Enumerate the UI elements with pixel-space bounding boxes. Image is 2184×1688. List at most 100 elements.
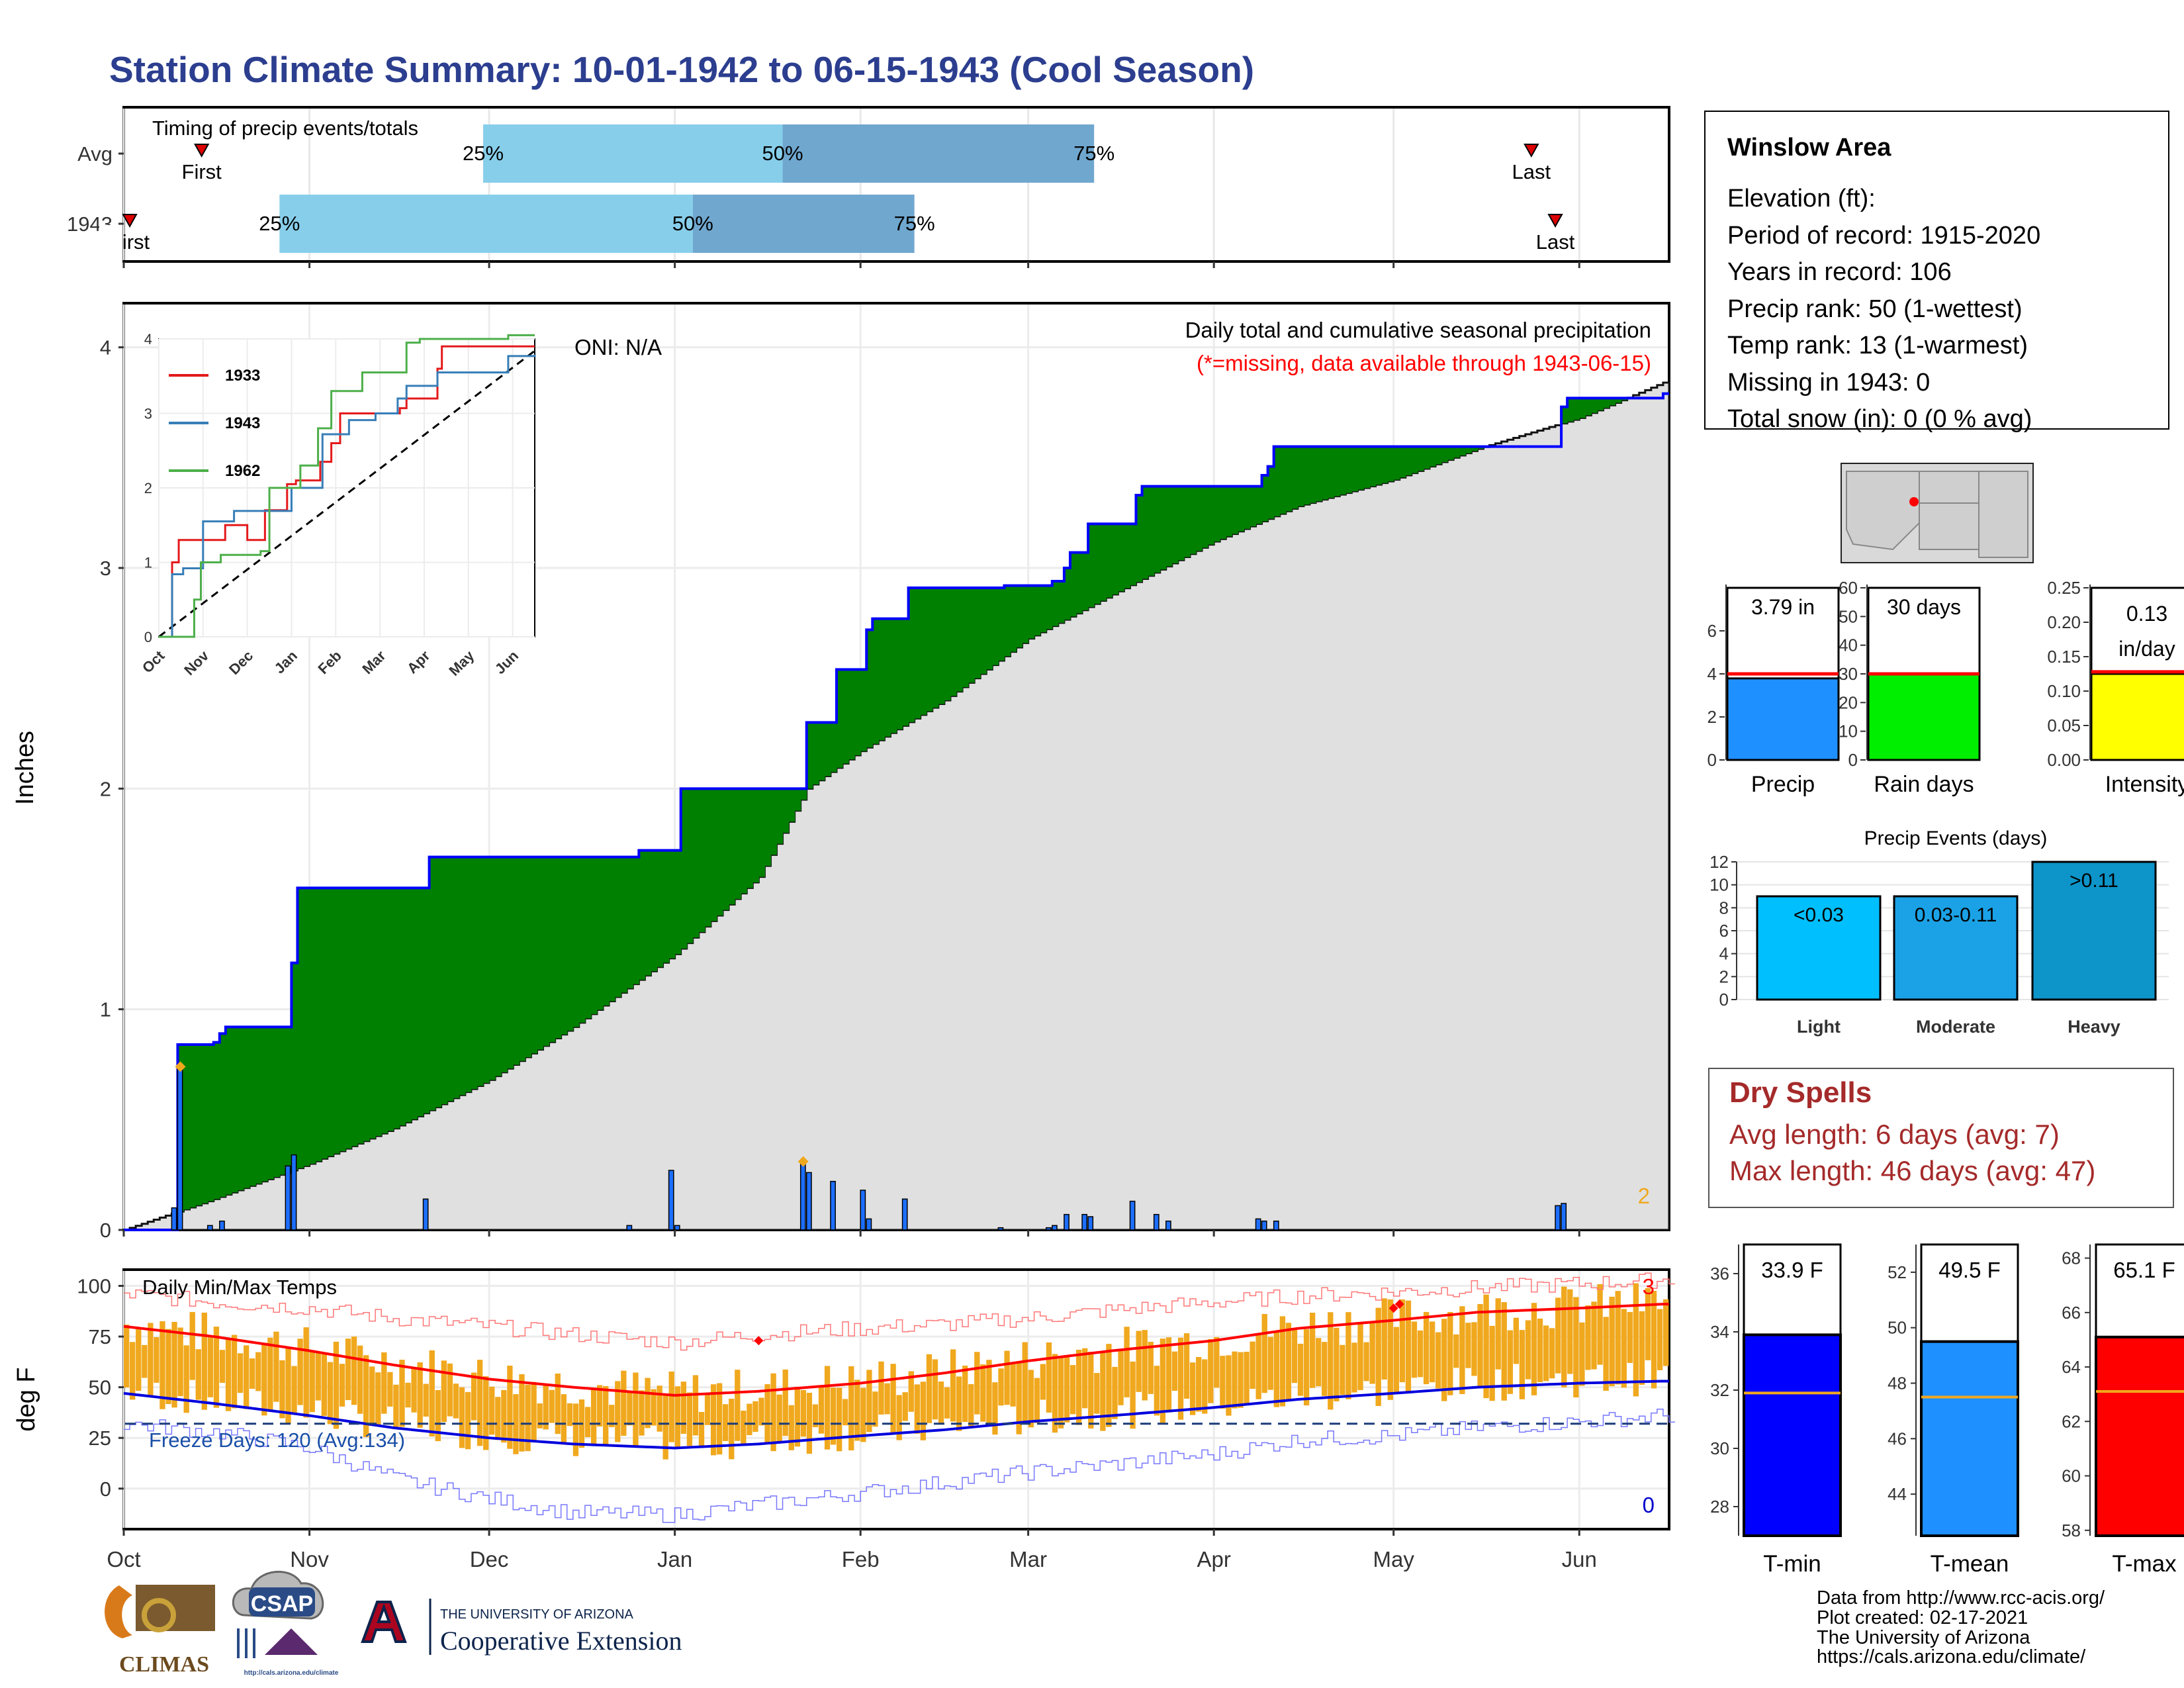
temp-bar-label: T-max: [2112, 1551, 2177, 1577]
precip-surplus-segment: [1118, 524, 1125, 592]
temp-daily-bar: [250, 1358, 255, 1389]
temp-daily-bar: [752, 1401, 758, 1432]
temp-daily-bar: [285, 1347, 291, 1424]
precip-surplus-segment: [645, 850, 652, 976]
precip-surplus-segment: [704, 788, 711, 927]
temp-daily-bar: [1226, 1355, 1232, 1416]
temp-bar-tick-label: 68: [2062, 1248, 2081, 1268]
precip-surplus-segment: [441, 857, 448, 1104]
temp-daily-bar: [782, 1369, 788, 1436]
timing-label-first: First: [182, 160, 222, 183]
precip-surplus-segment: [225, 1027, 232, 1195]
info-line: Period of record: 1915-2020: [1727, 222, 2040, 250]
temp-daily-bar: [1477, 1303, 1483, 1387]
events-tick-label: 4: [1719, 944, 1729, 964]
temp-daily-bar: [136, 1328, 142, 1391]
temp-daily-bar: [1208, 1338, 1214, 1403]
temp-daily-bar: [1171, 1351, 1178, 1391]
temp-daily-bar: [872, 1391, 878, 1427]
temp-daily-bar: [1393, 1327, 1400, 1394]
mini-bar-tick-label: 0.10: [2047, 681, 2081, 701]
temp-daily-bar: [495, 1397, 501, 1440]
precip-surplus-segment: [716, 788, 723, 915]
precip-surplus-segment: [590, 857, 598, 1014]
temp-y-tick-label: 25: [89, 1427, 111, 1450]
precip-surplus-segment: [1459, 446, 1466, 455]
precip-surplus-segment: [1094, 524, 1101, 604]
precip-surplus-segment: [615, 857, 621, 998]
temp-daily-bar: [1621, 1309, 1627, 1388]
temp-daily-bar: [680, 1382, 687, 1434]
temp-bar-tick-label: 62: [2062, 1411, 2081, 1431]
temp-daily-bar: [1124, 1327, 1130, 1397]
temp-daily-bar: [555, 1374, 561, 1434]
precip-daily-bar: [674, 1225, 680, 1231]
precip-surplus-segment: [244, 1027, 250, 1188]
precip-y-tick-label: 1: [100, 998, 111, 1021]
temp-daily-bar: [345, 1338, 351, 1401]
precip-surplus-segment: [662, 850, 670, 963]
csap-logo-text: CSAP: [251, 1591, 313, 1617]
temp-daily-bar: [704, 1393, 711, 1425]
credit-line: Plot created: 02-17-2021: [1817, 1607, 2028, 1628]
precip-surplus-segment: [735, 788, 741, 899]
temp-daily-bar: [1322, 1342, 1328, 1396]
temp-daily-bar: [1303, 1329, 1310, 1406]
mini-bar-value-unit: in/day: [2118, 637, 2175, 661]
temp-daily-bar: [183, 1345, 189, 1413]
precip-surplus-segment: [417, 888, 424, 1117]
mini-bar-tick-label: 40: [1839, 635, 1858, 655]
temp-bar-tick-label: 60: [2062, 1466, 2081, 1486]
precip-marker: [175, 1061, 186, 1072]
station-name: Winslow Area: [1727, 134, 1891, 162]
temp-record-min-line: [124, 1408, 1676, 1523]
temp-daily-bar: [387, 1372, 393, 1407]
temp-daily-bar: [471, 1372, 477, 1421]
precip-surplus-segment: [992, 588, 999, 665]
temp-daily-bar: [1034, 1378, 1040, 1423]
temp-record-marker: [754, 1336, 764, 1346]
precip-surplus-segment: [1334, 446, 1340, 496]
precip-surplus-segment: [321, 888, 328, 1159]
temp-daily-bar: [1069, 1365, 1076, 1415]
temp-daily-bar: [692, 1375, 699, 1436]
precip-surplus-segment: [1423, 446, 1430, 469]
temperature-bar-charts: 33.9 F 28 30 32 34 36 T-min 49.5 F 44 46 48 50 52 T-m…: [1710, 1243, 2184, 1577]
temp-daily-bar: [537, 1403, 543, 1429]
temp-daily-bar: [615, 1381, 621, 1442]
precip-daily-bar: [422, 1198, 429, 1231]
temp-daily-bar: [758, 1397, 764, 1426]
info-line: Temp rank: 13 (1-warmest): [1727, 332, 2028, 359]
precip-surplus-segment: [381, 888, 388, 1134]
temp-daily-bar: [1334, 1327, 1340, 1401]
precip-surplus-segment: [231, 1027, 238, 1193]
temp-daily-bar: [1603, 1317, 1609, 1391]
temp-daily-bar: [351, 1336, 357, 1405]
precip-surplus-segment: [794, 788, 801, 811]
month-label: Oct: [107, 1547, 140, 1571]
temp-daily-bar: [291, 1366, 297, 1413]
precip-surplus-segment: [908, 588, 915, 722]
events-category-label: Moderate: [1916, 1017, 1995, 1037]
precip-surplus-segment: [584, 857, 592, 1019]
temp-daily-bar: [998, 1368, 1004, 1406]
precip-surplus-segment: [627, 857, 633, 989]
mini-bar-tick-label: 6: [1707, 621, 1717, 641]
temp-daily-bar: [956, 1376, 962, 1431]
inset-series-line: [159, 345, 535, 638]
precip-surplus-segment: [519, 857, 525, 1061]
precip-subtitle: (*=missing, data available through 1943-…: [1197, 351, 1651, 375]
precip-surplus-segment: [1130, 524, 1137, 585]
temp-daily-bar: [968, 1383, 974, 1428]
temp-daily-bar: [543, 1384, 549, 1430]
temp-daily-bar: [142, 1344, 148, 1378]
temp-record-marker: [1388, 1303, 1398, 1313]
precip-surplus-segment: [1351, 446, 1358, 492]
precip-daily-bar: [997, 1227, 1004, 1231]
temp-daily-bar: [1513, 1317, 1520, 1364]
freeze-days-label: Freeze Days: 120 (Avg:134): [149, 1429, 405, 1452]
precip-surplus-segment: [1579, 398, 1586, 418]
precip-surplus-segment: [1034, 585, 1041, 635]
temp-daily-bar: [1094, 1373, 1100, 1414]
temp-daily-bar: [1345, 1312, 1351, 1399]
